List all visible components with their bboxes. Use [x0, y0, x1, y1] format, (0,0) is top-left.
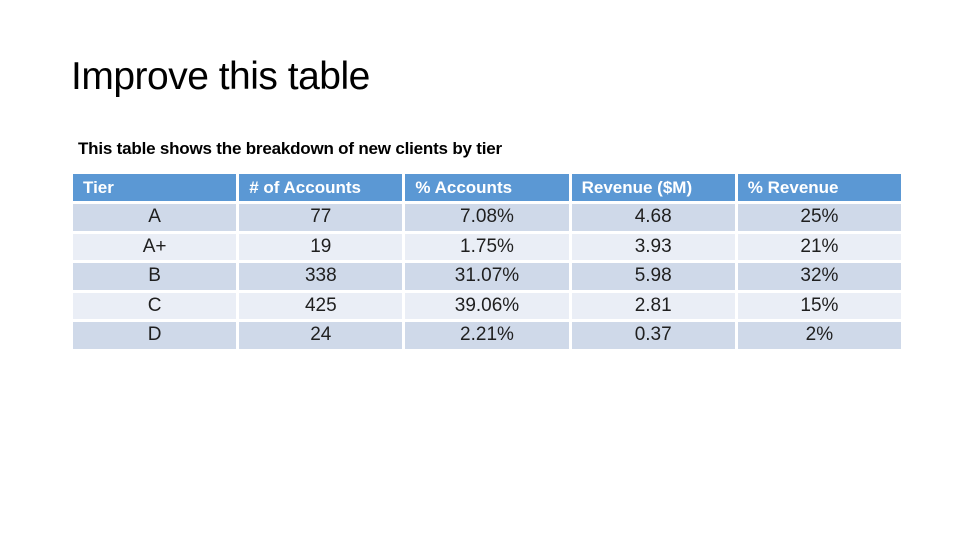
- cell-pct-accounts: 31.07%: [405, 263, 569, 290]
- cell-tier: B: [73, 263, 237, 290]
- tier-breakdown-table: Tier # of Accounts % Accounts Revenue ($…: [73, 174, 901, 349]
- cell-revenue: 3.93: [571, 233, 735, 260]
- cell-tier: A: [73, 204, 237, 231]
- column-header-revenue: Revenue ($M): [571, 174, 735, 201]
- column-header-accounts: # of Accounts: [239, 174, 403, 201]
- column-header-pct-revenue: % Revenue: [737, 174, 901, 201]
- cell-pct-revenue: 2%: [737, 322, 901, 349]
- cell-accounts: 77: [239, 204, 403, 231]
- cell-accounts: 425: [239, 292, 403, 319]
- cell-revenue: 0.37: [571, 322, 735, 349]
- cell-tier: C: [73, 292, 237, 319]
- slide-subtitle: This table shows the breakdown of new cl…: [78, 139, 502, 158]
- cell-revenue: 2.81: [571, 292, 735, 319]
- cell-pct-revenue: 15%: [737, 292, 901, 319]
- cell-tier: A+: [73, 233, 237, 260]
- cell-revenue: 4.68: [571, 204, 735, 231]
- cell-pct-revenue: 25%: [737, 204, 901, 231]
- cell-pct-revenue: 21%: [737, 233, 901, 260]
- cell-revenue: 5.98: [571, 263, 735, 290]
- column-header-pct-accounts: % Accounts: [405, 174, 569, 201]
- cell-accounts: 24: [239, 322, 403, 349]
- cell-pct-accounts: 1.75%: [405, 233, 569, 260]
- slide-title: Improve this table: [71, 55, 370, 98]
- cell-pct-revenue: 32%: [737, 263, 901, 290]
- cell-accounts: 19: [239, 233, 403, 260]
- cell-pct-accounts: 7.08%: [405, 204, 569, 231]
- cell-pct-accounts: 39.06%: [405, 292, 569, 319]
- cell-accounts: 338: [239, 263, 403, 290]
- cell-pct-accounts: 2.21%: [405, 322, 569, 349]
- cell-tier: D: [73, 322, 237, 349]
- column-header-tier: Tier: [73, 174, 237, 201]
